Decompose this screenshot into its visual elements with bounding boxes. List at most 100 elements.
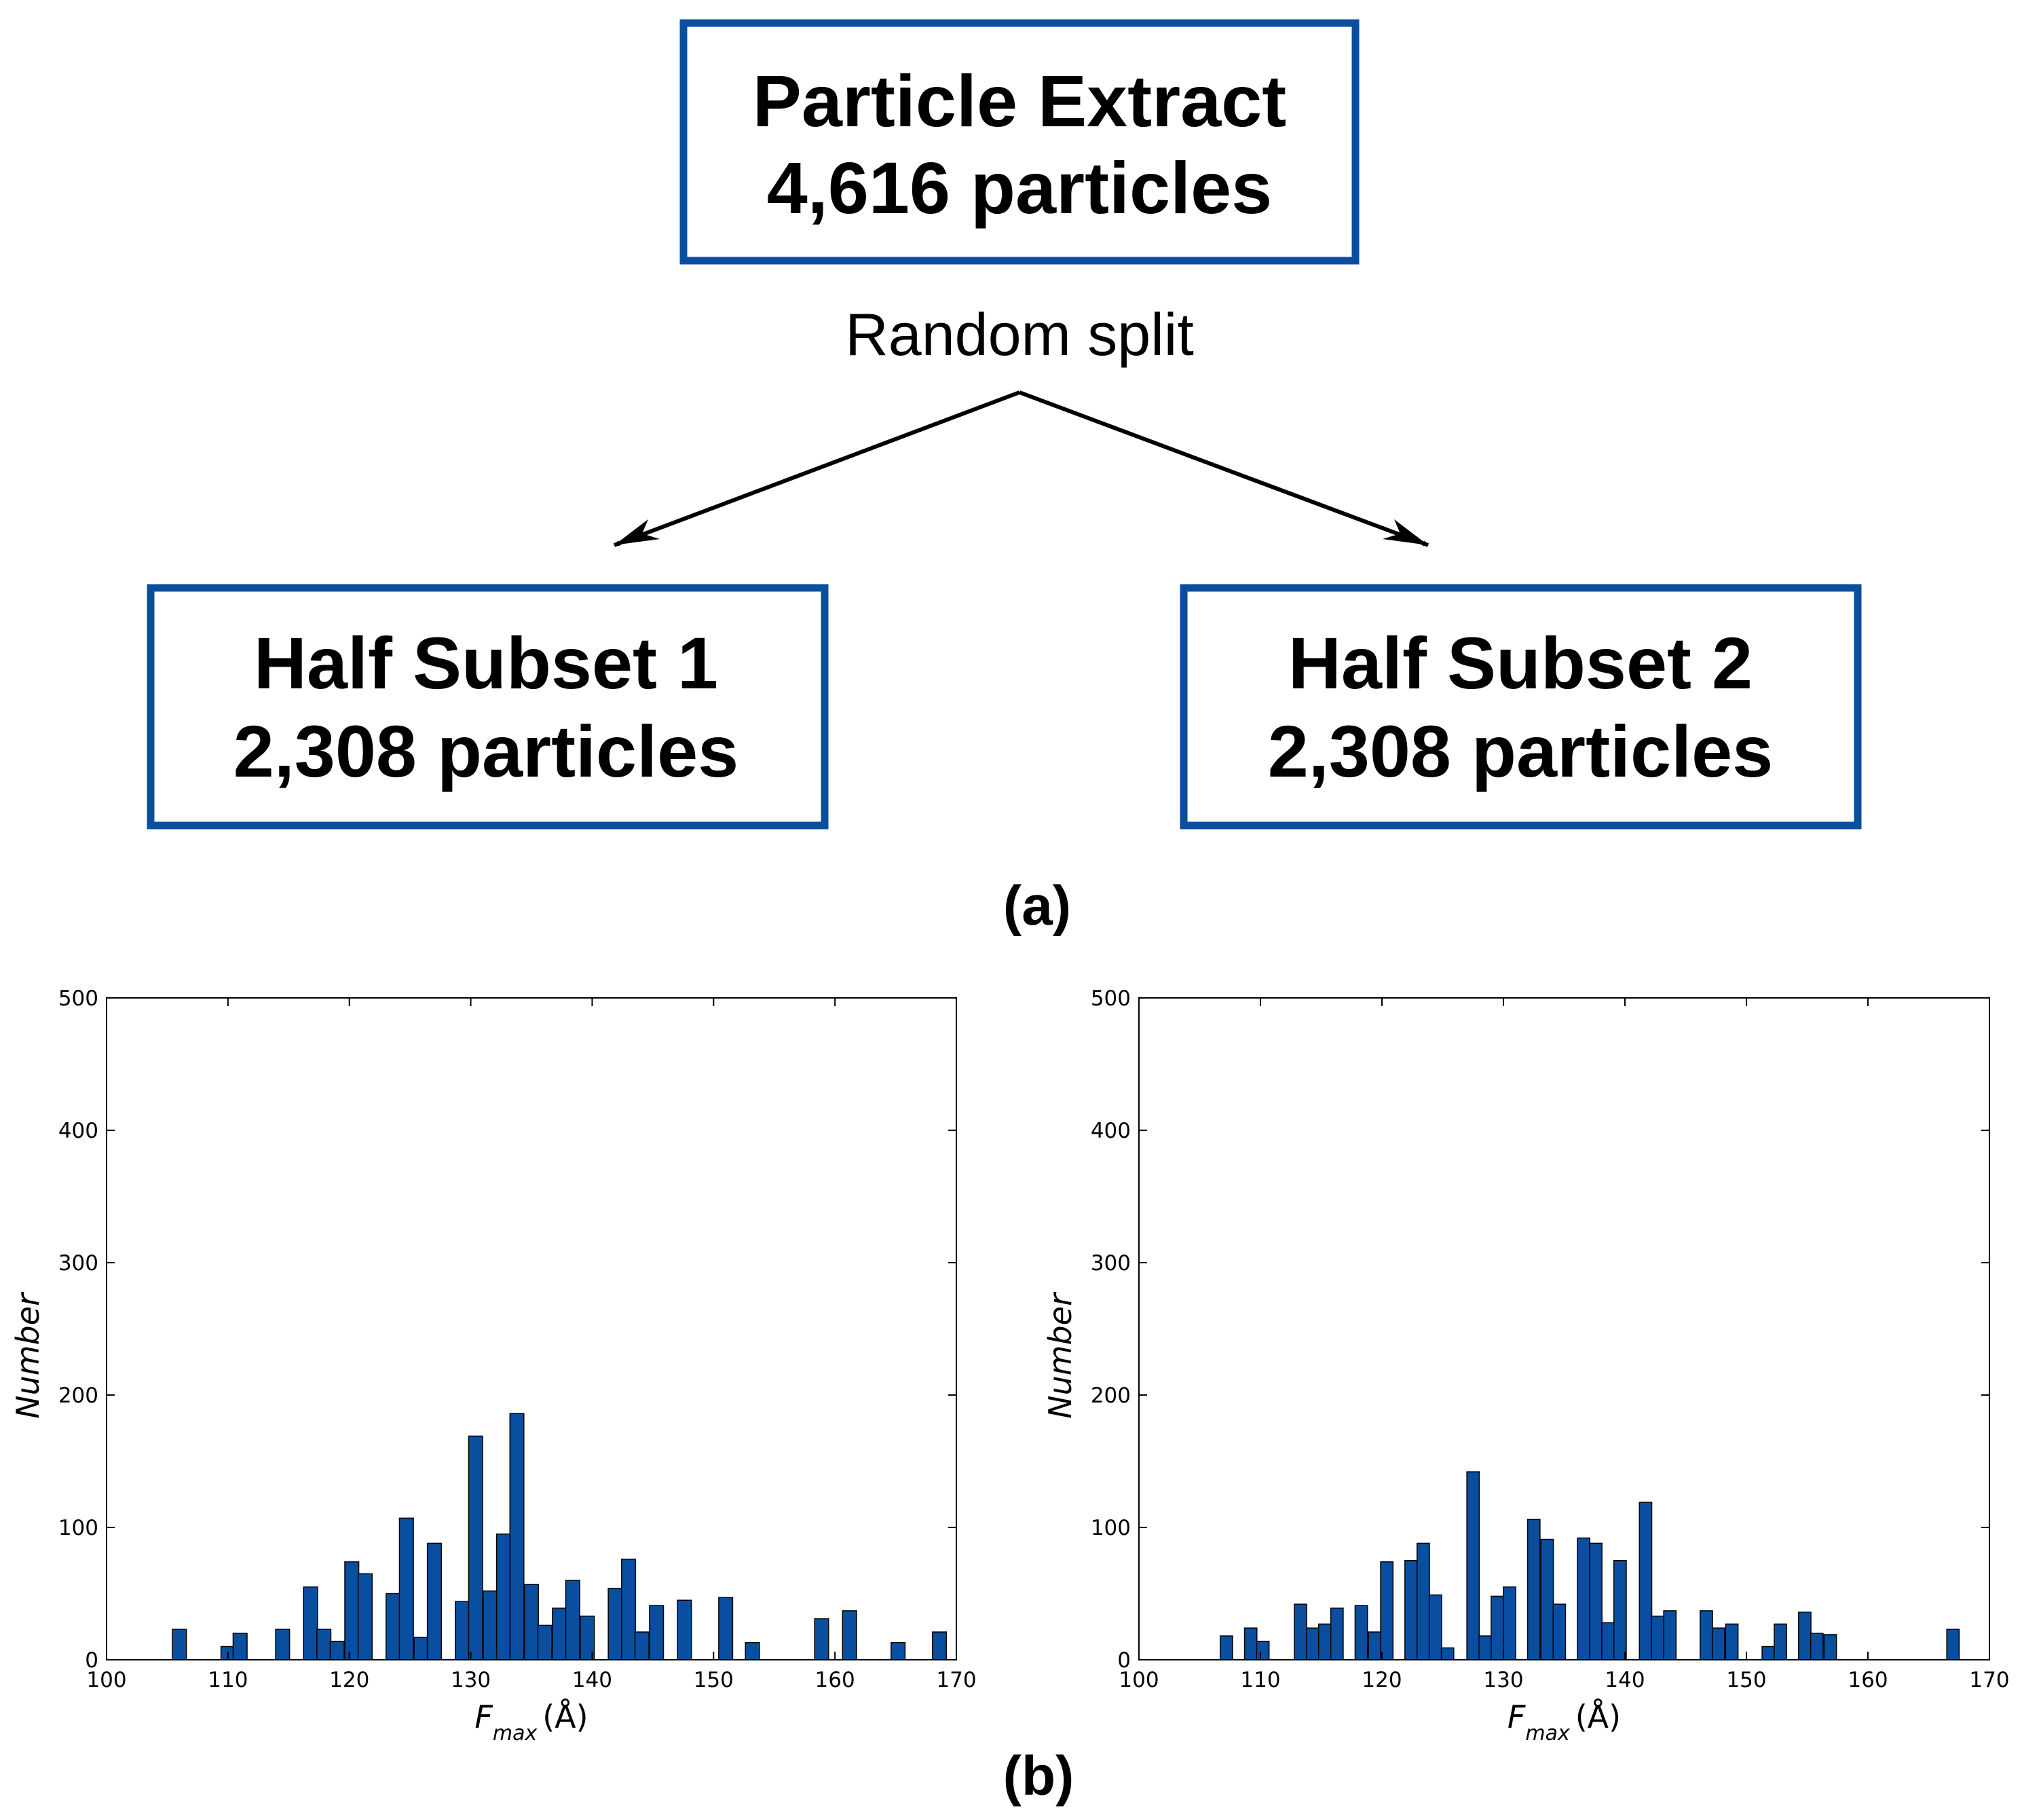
histogram-bars — [172, 1413, 947, 1660]
x-tick-label: 160 — [1848, 1668, 1888, 1692]
histogram-bar — [303, 1586, 318, 1660]
y-tick-label: 300 — [1091, 1251, 1131, 1276]
x-tick-label: 130 — [1483, 1668, 1523, 1692]
y-tick-label: 100 — [1091, 1516, 1131, 1540]
histogram-bar — [509, 1413, 525, 1660]
histogram-bar — [455, 1601, 470, 1660]
x-axis-symbol: F — [1508, 1698, 1526, 1735]
half-subset-1-title: Half Subset 1 — [254, 622, 718, 704]
half-subset-1-count: 2,308 particles — [233, 710, 739, 792]
histogram-bar — [1440, 1647, 1455, 1660]
half-subset-2-box — [1180, 584, 1862, 830]
x-axis-symbol: F — [474, 1698, 493, 1735]
x-tick-label: 140 — [572, 1668, 612, 1692]
histogram-bar — [565, 1580, 580, 1660]
histogram-bar — [1527, 1519, 1541, 1660]
histogram-bar — [1330, 1608, 1344, 1660]
y-tick-label: 400 — [58, 1119, 98, 1143]
histogram-bar — [1306, 1627, 1319, 1660]
histogram-bar — [1651, 1615, 1665, 1660]
particle-extract-box — [679, 19, 1360, 265]
particle-extract-title: Particle Extract — [753, 60, 1286, 142]
histogram-bar — [842, 1610, 857, 1660]
half-subset-2-title: Half Subset 2 — [1288, 622, 1753, 704]
x-tick-label: 170 — [1969, 1668, 2009, 1692]
x-tick-label: 100 — [86, 1668, 126, 1692]
histogram-bar — [1466, 1471, 1480, 1660]
y-tick-label: 300 — [58, 1251, 98, 1276]
histogram-right: 100 110 120 130 140 150 160 1700100200300400500… — [1042, 986, 2010, 1745]
x-tick-label: 110 — [1240, 1668, 1280, 1692]
histogram-bar — [468, 1435, 483, 1660]
x-axis-subscript: max — [1525, 1722, 1570, 1745]
histogram-bars — [1220, 1471, 1960, 1660]
histogram-bar — [1577, 1537, 1591, 1660]
histogram-bar — [634, 1631, 650, 1660]
x-tick-label: 150 — [1726, 1668, 1766, 1692]
y-tick-label: 200 — [58, 1383, 98, 1408]
arrow-right — [1018, 390, 1429, 547]
histogram-bar — [1503, 1586, 1516, 1660]
x-tick-label: 130 — [451, 1668, 491, 1692]
x-tick-label: 150 — [694, 1668, 734, 1692]
flow-diagram: Particle Extract 4,616 particles Random … — [147, 19, 1862, 937]
histogram-bar — [891, 1641, 906, 1660]
x-axis-label: Fmax (Å) — [474, 1698, 588, 1745]
y-axis-label: Number — [1042, 1291, 1079, 1419]
histogram-bar — [495, 1534, 511, 1660]
y-tick-label: 200 — [1091, 1383, 1131, 1408]
histogram-bar — [1613, 1560, 1627, 1660]
histogram-bar — [1294, 1603, 1307, 1660]
histogram-bar — [1663, 1610, 1677, 1660]
histogram-bar — [1256, 1640, 1270, 1660]
panel-a-label: (a) — [1003, 875, 1071, 937]
random-split-label: Random split — [845, 301, 1194, 368]
y-tick-label: 0 — [1117, 1648, 1131, 1673]
histogram-bar — [483, 1590, 498, 1660]
histogram-bar — [172, 1629, 187, 1660]
histogram-bar — [1601, 1622, 1615, 1660]
histogram-bar — [1404, 1560, 1418, 1660]
y-tick-label: 500 — [1091, 986, 1131, 1011]
histogram-bar — [1540, 1538, 1554, 1660]
histogram-bar — [1368, 1631, 1382, 1660]
histogram-bar — [1589, 1542, 1603, 1660]
y-tick-label: 0 — [85, 1648, 98, 1673]
x-tick-label: 170 — [936, 1668, 976, 1692]
histogram-bar — [1725, 1623, 1739, 1660]
arrow-left — [613, 390, 1021, 547]
x-tick-label: 110 — [208, 1668, 248, 1692]
plot-frame — [106, 997, 957, 1660]
arrow-right-head — [1383, 519, 1428, 545]
histogram-bar — [275, 1629, 291, 1660]
histogram-bar — [1354, 1605, 1368, 1660]
histogram-bar — [1428, 1594, 1442, 1660]
histogram-bar — [1478, 1635, 1493, 1660]
x-axis-unit: (Å) — [542, 1698, 588, 1735]
histogram-left: 100 110 120 130 140 150 160 1700100200300400500… — [10, 986, 977, 1745]
y-tick-label: 500 — [58, 986, 98, 1011]
histogram-bar — [1552, 1603, 1567, 1660]
x-tick-label: 140 — [1605, 1668, 1645, 1692]
histogram-bar — [316, 1629, 332, 1660]
histogram-bar — [621, 1559, 637, 1660]
particle-extract-count: 4,616 particles — [767, 147, 1273, 229]
histogram-bar — [1711, 1627, 1725, 1660]
x-axis-unit: (Å) — [1575, 1698, 1621, 1735]
histogram-bar — [232, 1633, 248, 1660]
histogram-bar — [1823, 1634, 1837, 1660]
histogram-bar — [1639, 1502, 1653, 1660]
histogram-bar — [413, 1637, 429, 1660]
x-tick-label: 100 — [1119, 1668, 1159, 1692]
y-axis-label: Number — [10, 1291, 46, 1419]
x-tick-label: 120 — [329, 1668, 369, 1692]
x-tick-label: 120 — [1362, 1668, 1402, 1692]
histogram-bar — [1317, 1623, 1332, 1660]
split-arrows — [613, 390, 1429, 547]
histogram-bar — [1491, 1595, 1504, 1660]
y-tick-label: 100 — [58, 1516, 98, 1540]
histogram-bar — [1416, 1542, 1430, 1660]
histogram-bar — [398, 1517, 414, 1660]
histogram-bar — [1761, 1646, 1776, 1660]
